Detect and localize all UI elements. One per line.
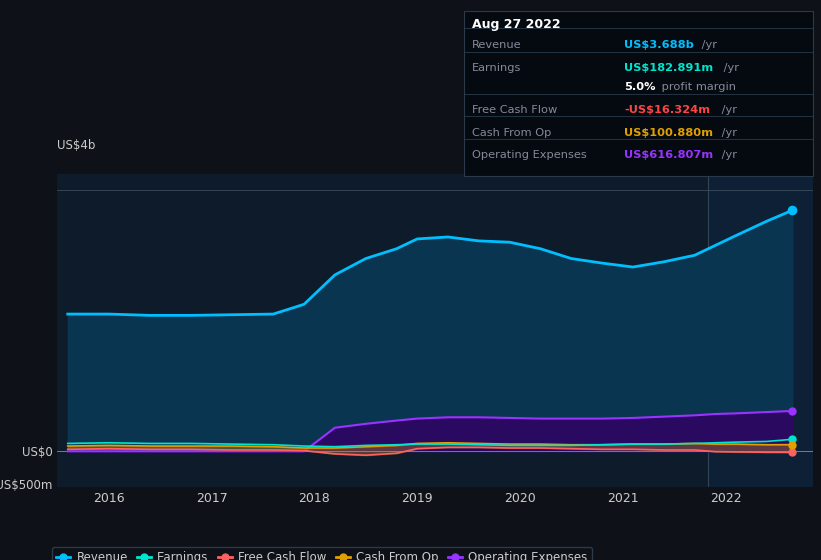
- Bar: [708, 174, 813, 487]
- Text: US$616.807m: US$616.807m: [624, 150, 713, 160]
- Legend: Revenue, Earnings, Free Cash Flow, Cash From Op, Operating Expenses: Revenue, Earnings, Free Cash Flow, Cash …: [52, 547, 592, 560]
- Text: US$182.891m: US$182.891m: [624, 63, 713, 73]
- Point: [786, 448, 799, 457]
- Text: Free Cash Flow: Free Cash Flow: [472, 105, 557, 115]
- Text: /yr: /yr: [720, 63, 739, 73]
- Text: -US$16.324m: -US$16.324m: [624, 105, 710, 115]
- Text: Operating Expenses: Operating Expenses: [472, 150, 587, 160]
- Text: US$100.880m: US$100.880m: [624, 128, 713, 138]
- Text: 5.0%: 5.0%: [624, 82, 655, 92]
- Text: US$4b: US$4b: [57, 139, 96, 152]
- Point: [786, 435, 799, 444]
- Text: /yr: /yr: [718, 150, 737, 160]
- Text: Cash From Op: Cash From Op: [472, 128, 552, 138]
- Point: [786, 206, 799, 215]
- Text: US$3.688b: US$3.688b: [624, 40, 694, 50]
- Text: /yr: /yr: [718, 128, 737, 138]
- Text: profit margin: profit margin: [658, 82, 736, 92]
- Text: Earnings: Earnings: [472, 63, 521, 73]
- Text: Aug 27 2022: Aug 27 2022: [472, 18, 561, 31]
- Point: [786, 440, 799, 449]
- Text: /yr: /yr: [698, 40, 717, 50]
- Point: [786, 407, 799, 416]
- Text: /yr: /yr: [718, 105, 737, 115]
- Text: Revenue: Revenue: [472, 40, 521, 50]
